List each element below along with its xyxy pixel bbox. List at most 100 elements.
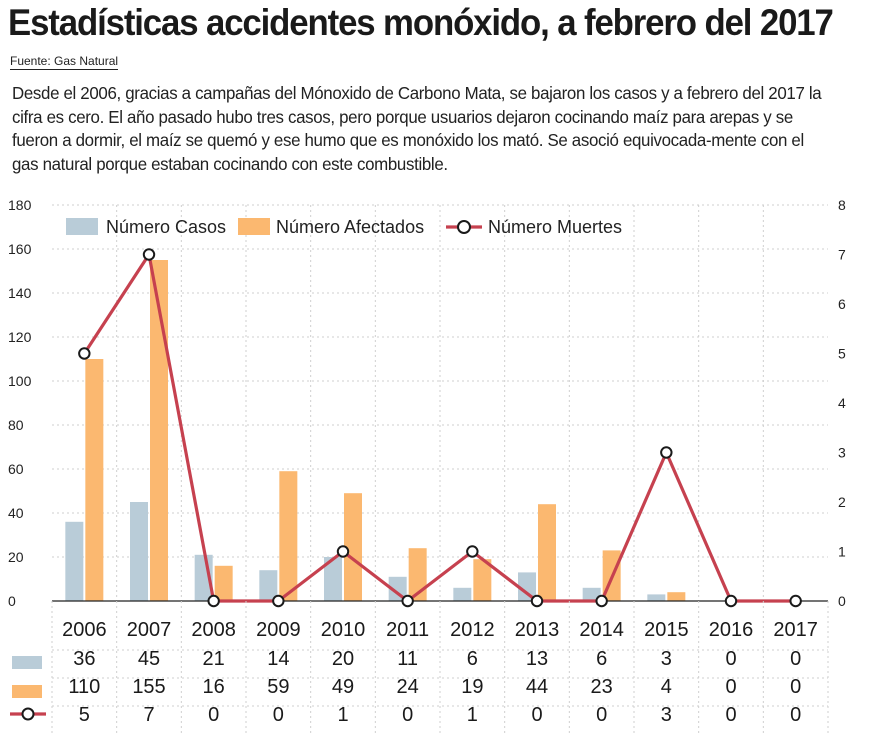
legend-label-muertes: Número Muertes: [488, 217, 622, 237]
table-value-afectados: 4: [661, 676, 672, 698]
y-left-tick-label: 100: [8, 373, 32, 389]
legend-label-casos: Número Casos: [106, 217, 226, 237]
legend-label-afectados: Número Afectados: [276, 217, 424, 237]
bar-afectados: [85, 359, 104, 601]
marker-muertes: [530, 594, 544, 608]
legend-swatch-muertes-marker: [457, 220, 471, 234]
table-value-muertes: 5: [79, 704, 90, 726]
table-value-casos: 6: [596, 648, 607, 670]
bar-afectados: [150, 260, 168, 601]
y-right-tick-label: 5: [838, 346, 846, 362]
y-right-tick-label: 3: [838, 445, 846, 461]
table-value-muertes: 7: [143, 704, 154, 726]
table-key-casos: [12, 656, 42, 669]
bar-casos: [130, 502, 148, 601]
marker-muertes: [401, 594, 414, 608]
table-value-muertes: 1: [337, 704, 348, 726]
marker-muertes: [142, 248, 156, 261]
table-value-muertes: 0: [273, 704, 284, 726]
table-value-afectados: 24: [397, 676, 419, 698]
table-value-afectados: 16: [203, 676, 225, 698]
x-tick-label: 2006: [62, 619, 107, 641]
table-value-afectados: 155: [132, 676, 165, 698]
bar-afectados: [538, 504, 556, 601]
bar-afectados: [344, 493, 362, 601]
page-title: Estadísticas accidentes monóxido, a febr…: [8, 2, 834, 43]
marker-muertes: [207, 594, 220, 608]
table-value-muertes: 3: [661, 704, 672, 726]
bar-casos: [65, 521, 84, 601]
table-value-casos: 21: [203, 648, 225, 670]
y-left-tick-label: 40: [8, 505, 24, 521]
table-value-casos: 20: [332, 648, 354, 670]
y-right-tick-label: 2: [838, 494, 846, 510]
table-value-afectados: 49: [332, 676, 354, 698]
table-value-afectados: 59: [267, 676, 289, 698]
line-muertes: [82, 252, 796, 603]
table-value-muertes: 0: [725, 704, 736, 726]
table-value-muertes: 1: [467, 704, 478, 726]
x-tick-label: 2007: [127, 619, 172, 641]
table-key-muertes-marker: [21, 707, 35, 721]
table-value-casos: 0: [725, 648, 736, 670]
marker-muertes: [272, 594, 285, 608]
y-right-tick-label: 6: [838, 296, 846, 312]
marker-muertes: [336, 545, 350, 558]
bar-casos: [324, 557, 342, 601]
y-left-tick-label: 60: [8, 461, 24, 477]
y-left-tick-label: 120: [8, 329, 32, 345]
x-tick-label: 2013: [515, 619, 560, 641]
y-left-tick-label: 160: [8, 241, 32, 257]
legend-swatch-casos: [66, 218, 98, 235]
y-left-tick-label: 0: [8, 593, 16, 609]
y-right-tick-label: 7: [838, 247, 846, 263]
bar-afectados: [279, 471, 298, 601]
x-tick-label: 2015: [644, 619, 689, 641]
table-value-casos: 3: [661, 648, 672, 670]
marker-muertes: [466, 545, 479, 558]
table-value-muertes: 0: [208, 704, 219, 726]
table-value-afectados: 0: [725, 676, 736, 698]
y-right-tick-label: 8: [838, 197, 846, 213]
table-value-casos: 45: [138, 648, 160, 670]
bar-casos: [647, 594, 666, 601]
y-right-tick-label: 4: [838, 395, 846, 411]
y-left-tick-label: 180: [8, 197, 32, 213]
table-value-muertes: 0: [790, 704, 801, 726]
table-value-casos: 11: [397, 648, 418, 670]
marker-muertes: [595, 594, 608, 608]
bar-afectados: [473, 559, 492, 601]
x-tick-label: 2011: [386, 619, 429, 641]
table-value-casos: 13: [526, 648, 548, 670]
bar-casos: [518, 572, 536, 601]
table-value-casos: 36: [73, 648, 95, 670]
x-tick-label: 2016: [709, 619, 754, 641]
bar-afectados: [667, 592, 686, 601]
table-value-afectados: 110: [68, 676, 100, 698]
x-tick-label: 2009: [256, 619, 301, 641]
marker-muertes: [724, 594, 738, 608]
bar-casos: [582, 587, 601, 601]
x-tick-label: 2010: [321, 619, 366, 641]
table-value-afectados: 0: [790, 676, 801, 698]
table-value-muertes: 0: [596, 704, 607, 726]
bar-casos: [259, 570, 278, 601]
bar-afectados: [214, 565, 233, 601]
table-value-casos: 0: [790, 648, 801, 670]
table-value-casos: 6: [467, 648, 478, 670]
marker-muertes: [789, 594, 802, 608]
y-right-tick-label: 1: [838, 544, 846, 560]
bar-casos: [453, 587, 472, 601]
y-left-tick-label: 20: [8, 549, 24, 565]
bar-afectados: [408, 548, 427, 601]
table-value-casos: 14: [267, 648, 289, 670]
marker-muertes: [660, 446, 673, 459]
x-tick-label: 2014: [579, 619, 624, 641]
x-tick-label: 2012: [450, 619, 495, 641]
legend-swatch-afectados: [238, 218, 270, 235]
table-value-afectados: 19: [461, 676, 483, 698]
y-left-tick-label: 80: [8, 417, 24, 433]
table-key-afectados: [12, 685, 42, 698]
description-text: Desde el 2006, gracias a campañas del Mó…: [12, 83, 822, 174]
